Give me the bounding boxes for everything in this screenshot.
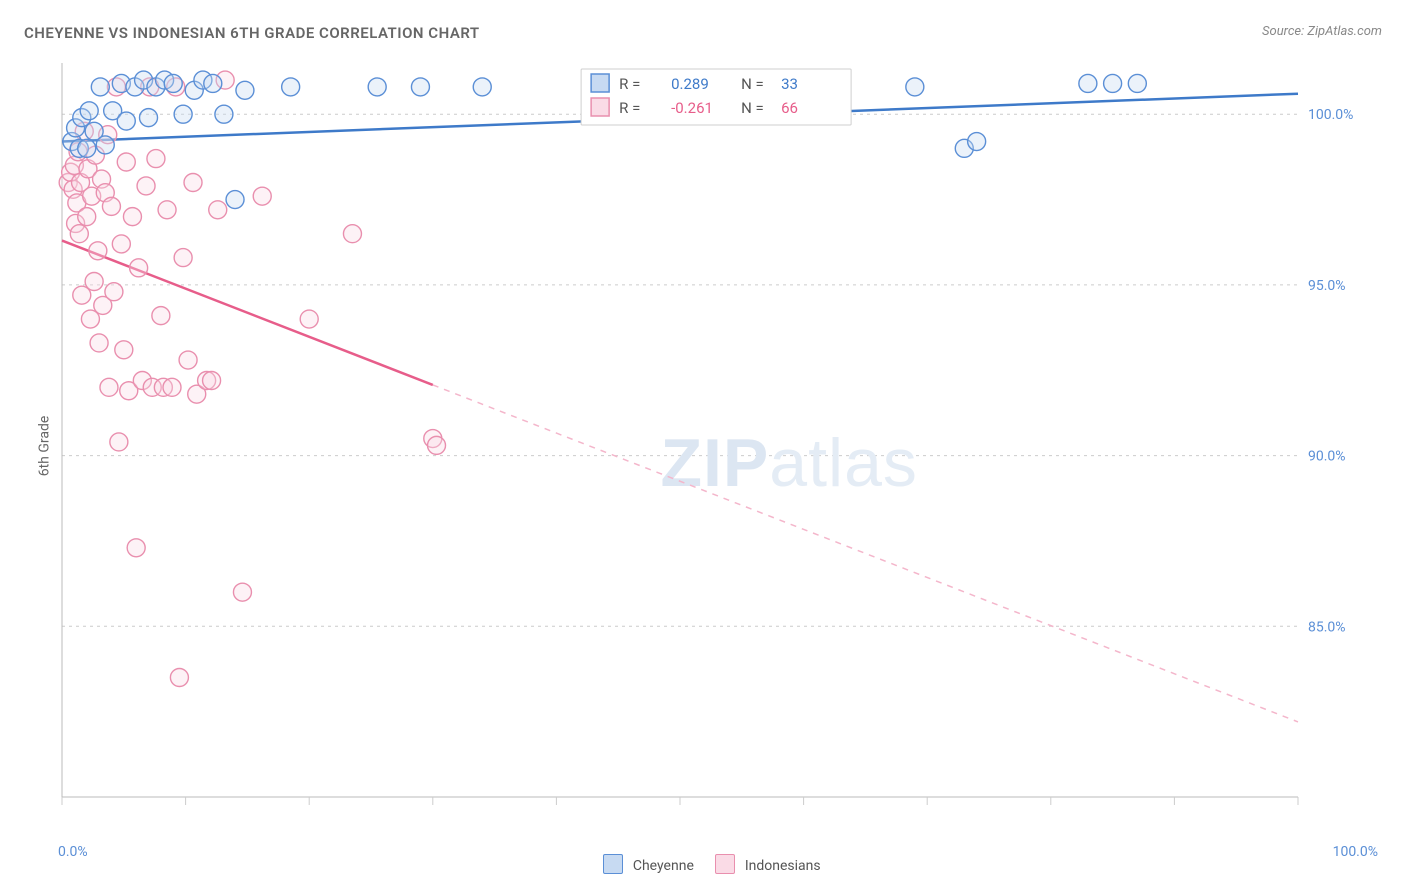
svg-text:R =: R =	[619, 75, 640, 93]
svg-text:100.0%: 100.0%	[1308, 107, 1353, 123]
legend-swatch-cheyenne	[603, 854, 623, 874]
svg-text:33: 33	[781, 75, 798, 93]
chart-title: CHEYENNE VS INDONESIAN 6TH GRADE CORRELA…	[24, 24, 480, 42]
legend-label-indonesians: Indonesians	[745, 858, 821, 874]
legend-swatch-indonesians	[715, 854, 735, 874]
svg-text:0.289: 0.289	[671, 75, 709, 93]
svg-text:R =: R =	[619, 99, 640, 117]
source-attribution: Source: ZipAtlas.com	[1262, 24, 1382, 39]
legend-label-cheyenne: Cheyenne	[633, 858, 694, 874]
plot-area: 85.0% 90.0% 95.0% 100.0% ZIPatlas R = 0.289 N =…	[50, 55, 1382, 832]
svg-text:90.0%: 90.0%	[1308, 449, 1346, 465]
x-axis-min-label: 0.0%	[58, 844, 88, 860]
svg-text:N =: N =	[741, 75, 764, 93]
svg-text:95.0%: 95.0%	[1308, 278, 1346, 294]
bottom-legend: Cheyenne Indonesians	[0, 854, 1406, 874]
svg-text:ZIPatlas: ZIPatlas	[660, 425, 917, 501]
svg-text:85.0%: 85.0%	[1308, 619, 1346, 635]
svg-text:-0.261: -0.261	[671, 99, 713, 117]
svg-text:N =: N =	[741, 99, 764, 117]
scatter-chart-svg: 85.0% 90.0% 95.0% 100.0% ZIPatlas R = 0.289 N =…	[50, 55, 1370, 825]
x-axis-max-label: 100.0%	[1333, 844, 1378, 860]
svg-text:66: 66	[781, 99, 798, 117]
